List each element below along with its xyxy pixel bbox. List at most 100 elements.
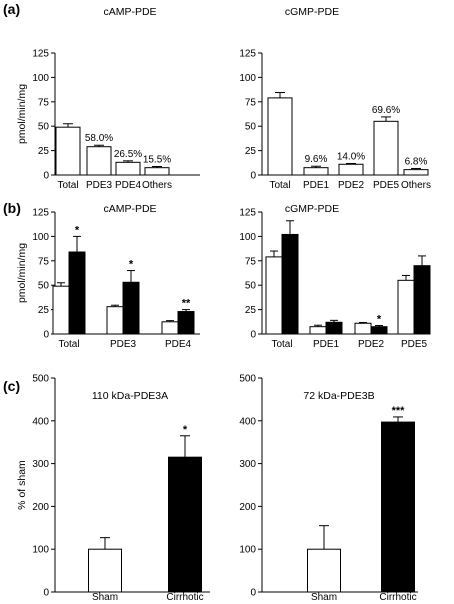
bar (325, 321, 343, 335)
data-label: 9.6% (305, 154, 328, 165)
x-tick-label: PDE2 (358, 339, 385, 350)
y-tick-label: 75 (38, 256, 50, 267)
significance-mark: * (75, 224, 80, 236)
chart-title: 72 kDa-PDE3B (303, 390, 374, 402)
x-tick-label: Total (57, 180, 78, 191)
y-tick-label: 100 (32, 232, 49, 243)
bar (161, 321, 179, 335)
bar (267, 97, 293, 176)
x-tick-label: Cirrhotic (379, 592, 416, 603)
data-label: 14.0% (337, 151, 365, 162)
x-tick-label: Cirrhotic (166, 592, 203, 603)
y-tick-label: 25 (245, 305, 257, 316)
chart-title: cGMP-PDE (285, 6, 339, 18)
y-tick-label: 125 (239, 49, 256, 60)
x-tick-label: Total (271, 339, 292, 350)
data-label: 58.0% (85, 133, 113, 144)
panel-letter: (b) (3, 200, 21, 216)
y-axis-label: pmol/min/mg (16, 243, 28, 303)
data-label: 15.5% (143, 155, 171, 166)
y-tick-label: 125 (32, 208, 49, 219)
x-tick-label: PDE1 (303, 180, 330, 191)
x-tick-label: Others (142, 180, 172, 191)
chart-panel-5: (c) 110 kDa-PDE3A 0 100 200 300 400 500 % of sha… (3, 374, 210, 603)
data-label: 6.8% (405, 156, 428, 167)
y-tick-label: 0 (250, 588, 256, 599)
y-tick-label: 100 (239, 73, 256, 84)
y-axis-label: pmol/min/mg (16, 84, 28, 144)
x-tick-label: Others (401, 180, 431, 191)
bar (86, 146, 112, 176)
significance-mark: * (129, 259, 134, 271)
bar (309, 326, 327, 335)
panel-letter: (c) (3, 378, 20, 394)
bar (177, 311, 195, 335)
bar (122, 281, 140, 335)
x-tick-label: PDE3 (110, 339, 137, 350)
y-tick-label: 0 (250, 330, 256, 341)
y-tick-label: 0 (43, 171, 49, 182)
y-tick-label: 100 (239, 545, 256, 556)
chart-panel-4: cGMP-PDE 0 25 50 75 100 125 Total PDE1 PDE2 * PDE5 (239, 203, 431, 350)
y-tick-label: 500 (239, 374, 256, 385)
bar (115, 161, 141, 176)
y-tick-label: 100 (32, 73, 49, 84)
x-tick-label: Total (269, 180, 290, 191)
y-tick-label: 25 (38, 305, 50, 316)
y-tick-label: 300 (32, 459, 49, 470)
y-tick-label: 100 (32, 545, 49, 556)
bar (281, 233, 299, 335)
bar (413, 265, 431, 335)
y-tick-label: 50 (245, 281, 257, 292)
chart-title: 110 kDa-PDE3A (92, 390, 168, 402)
x-tick-label: PDE3 (86, 180, 113, 191)
bar (106, 306, 124, 335)
x-tick-label: Total (58, 339, 79, 350)
bar (370, 326, 388, 335)
chart-title: cGMP-PDE (285, 203, 339, 215)
bar (403, 169, 429, 176)
panel-letter: (a) (3, 1, 20, 17)
chart-panel-3: (b) cAMP-PDE 0 25 50 75 100 125 pmol/min/mg Total… (3, 200, 200, 350)
y-tick-label: 0 (43, 330, 49, 341)
x-tick-label: PDE4 (165, 339, 192, 350)
y-tick-label: 200 (239, 502, 256, 513)
y-tick-label: 300 (239, 459, 256, 470)
chart-title: cAMP-PDE (103, 203, 156, 215)
bar (144, 167, 170, 176)
x-tick-label: PDE1 (313, 339, 340, 350)
x-tick-label: PDE5 (373, 180, 400, 191)
x-tick-label: Sham (311, 592, 337, 603)
y-tick-label: 75 (38, 97, 50, 108)
y-tick-label: 50 (38, 281, 50, 292)
chart-panel-2: cGMP-PDE 0 25 50 75 100 125 Total PDE1 9.6% PDE2 14… (239, 6, 431, 191)
y-axis-label: % of sham (16, 460, 28, 510)
bar (338, 163, 364, 176)
y-tick-label: 500 (32, 374, 49, 385)
y-tick-label: 0 (250, 171, 256, 182)
bar (68, 251, 86, 335)
bar (397, 279, 415, 335)
y-tick-label: 100 (239, 232, 256, 243)
bar (307, 548, 341, 593)
x-tick-label: PDE5 (401, 339, 428, 350)
chart-panel-1: (a) cAMP-PDE 0 25 50 75 100 125 pmol/min/mg Total… (3, 1, 200, 191)
y-tick-label: 50 (38, 122, 50, 133)
significance-mark: *** (392, 405, 406, 417)
significance-mark: * (183, 424, 188, 436)
data-label: 69.6% (372, 105, 400, 116)
significance-mark: * (377, 314, 382, 326)
x-tick-label: PDE2 (338, 180, 365, 191)
y-tick-label: 25 (38, 146, 50, 157)
y-tick-label: 125 (32, 49, 49, 60)
y-tick-label: 50 (245, 122, 257, 133)
y-tick-label: 400 (239, 416, 256, 427)
y-tick-label: 25 (245, 146, 257, 157)
y-tick-label: 75 (245, 256, 257, 267)
chart-title: cAMP-PDE (103, 6, 156, 18)
y-tick-label: 400 (32, 416, 49, 427)
y-tick-label: 125 (239, 208, 256, 219)
bar (88, 548, 122, 593)
x-tick-label: Sham (92, 592, 118, 603)
